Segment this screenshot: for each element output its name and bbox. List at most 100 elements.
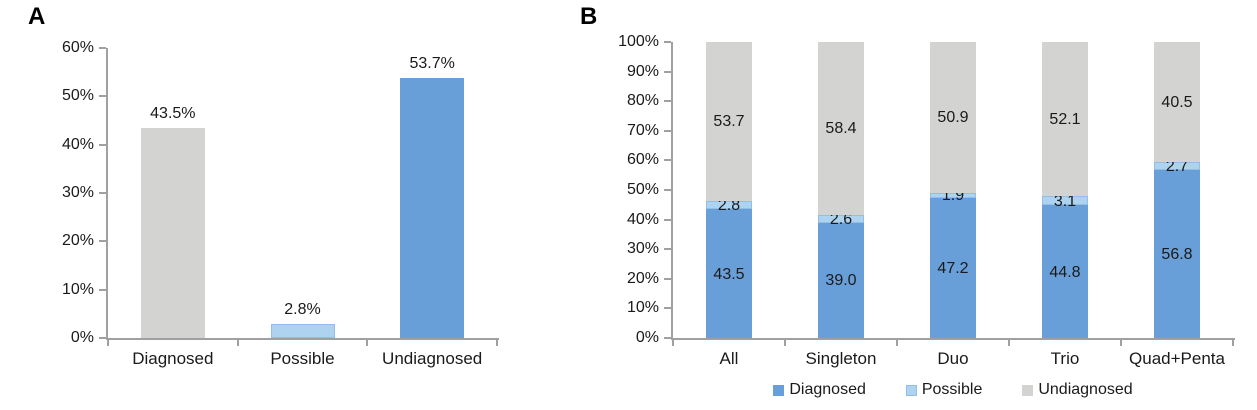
bar-possible: [270, 324, 335, 338]
segment-undiagnosed-singleton: [818, 42, 864, 215]
segment-value-label: 47.2: [937, 260, 969, 278]
x-tick: [1008, 340, 1010, 346]
segment-diagnosed-trio: [1042, 205, 1088, 338]
y-tick: [664, 100, 671, 103]
x-category-label-singleton: Singleton: [805, 349, 877, 368]
x-category-label-quad-penta: Quad+Penta: [1129, 349, 1225, 368]
x-tick: [784, 340, 786, 346]
y-tick: [99, 95, 106, 98]
y-axis-line: [106, 48, 108, 340]
segment-undiagnosed-all: [706, 42, 752, 201]
x-category-label-duo: Duo: [937, 349, 969, 368]
y-tick: [99, 240, 106, 243]
y-tick: [664, 41, 671, 43]
legend-item-possible: Possible: [905, 381, 983, 399]
segment-diagnosed-all: [706, 209, 752, 338]
segment-possible-singleton: [818, 214, 864, 223]
x-axis-line: [671, 338, 1235, 340]
segment-value-label: 44.8: [1049, 263, 1081, 281]
x-tick: [236, 340, 239, 346]
y-tick-label: 50%: [626, 181, 659, 198]
y-tick: [664, 129, 671, 132]
y-tick-label: 60%: [626, 151, 659, 169]
legend: Diagnosed Possible Undiagnosed: [673, 379, 1233, 401]
panel-a-label: A: [28, 3, 46, 30]
legend-label-possible: Possible: [921, 381, 983, 398]
segment-diagnosed-singleton: [818, 222, 864, 338]
segment-value-label: 2.7: [1165, 157, 1189, 175]
x-tick: [107, 340, 109, 346]
y-tick: [664, 248, 671, 251]
y-tick-label: 40%: [61, 135, 94, 153]
legend-label-diagnosed: Diagnosed: [789, 381, 866, 398]
y-tick: [664, 337, 671, 339]
y-tick-label: 10%: [626, 299, 659, 317]
segment-value-label: 56.8: [1161, 245, 1193, 263]
x-tick: [1120, 340, 1122, 346]
y-tick-label: 40%: [626, 210, 659, 228]
segment-value-label: 3.1: [1053, 192, 1077, 210]
y-tick-label: 90%: [626, 62, 659, 80]
y-tick-label: 50%: [61, 87, 94, 105]
segment-possible-quad-penta: [1154, 161, 1200, 170]
y-tick: [664, 307, 671, 310]
y-tick: [99, 47, 106, 49]
segment-undiagnosed-quad-penta: [1154, 42, 1200, 162]
y-tick: [99, 337, 106, 339]
legend-label-undiagnosed: Undiagnosed: [1038, 381, 1133, 398]
x-category-label-undiagnosed: Undiagnosed: [382, 349, 483, 368]
bar-value-label: 43.5%: [150, 104, 196, 122]
y-tick: [664, 70, 671, 73]
x-category-label-possible: Possible: [270, 349, 335, 368]
y-tick-label: 60%: [61, 39, 94, 56]
x-axis-line: [106, 338, 499, 340]
segment-value-label: 50.9: [937, 109, 969, 127]
x-tick: [672, 340, 674, 346]
y-tick: [664, 277, 671, 280]
legend-item-undiagnosed: Undiagnosed: [1022, 381, 1133, 399]
segment-undiagnosed-duo: [930, 42, 976, 193]
y-tick-label: 0%: [70, 329, 94, 346]
segment-value-label: 53.7: [713, 113, 745, 131]
x-category-label-all: All: [719, 349, 739, 368]
segment-possible-all: [706, 200, 752, 210]
segment-diagnosed-quad-penta: [1154, 169, 1200, 338]
segment-value-label: 52.1: [1049, 111, 1081, 129]
bar-undiagnosed: [400, 78, 465, 338]
x-tick: [1232, 340, 1234, 346]
legend-marker-possible-icon: [905, 384, 917, 396]
y-tick: [664, 189, 671, 191]
segment-possible-duo: [930, 192, 976, 199]
y-tick-label: 20%: [626, 269, 659, 287]
x-category-label-diagnosed: Diagnosed: [132, 349, 214, 368]
y-tick: [99, 288, 106, 291]
y-tick-label: 0%: [635, 329, 659, 346]
y-tick-label: 80%: [626, 92, 659, 110]
segment-value-label: 39.0: [825, 272, 857, 290]
y-tick-label: 100%: [618, 33, 659, 50]
segment-value-label: 40.5: [1161, 93, 1193, 111]
y-tick: [664, 159, 671, 162]
segment-value-label: 2.8: [717, 197, 741, 215]
x-category-label-trio: Trio: [1050, 349, 1080, 368]
y-tick-label: 30%: [626, 240, 659, 258]
segment-undiagnosed-trio: [1042, 42, 1088, 197]
segment-possible-trio: [1042, 196, 1088, 206]
segment-value-label: 2.6: [829, 210, 853, 228]
x-tick: [496, 340, 498, 346]
legend-item-diagnosed: Diagnosed: [773, 381, 866, 399]
legend-marker-undiagnosed-icon: [1022, 384, 1034, 396]
segment-diagnosed-duo: [930, 198, 976, 338]
segment-value-label: 43.5: [713, 265, 745, 283]
x-tick: [366, 340, 369, 346]
bar-value-label: 53.7%: [409, 55, 455, 73]
y-tick: [99, 192, 106, 194]
x-tick: [896, 340, 898, 346]
y-tick-label: 10%: [61, 280, 94, 298]
bar-value-label: 2.8%: [284, 301, 321, 319]
segment-value-label: 58.4: [825, 120, 857, 138]
panel-b-label: B: [580, 3, 598, 30]
